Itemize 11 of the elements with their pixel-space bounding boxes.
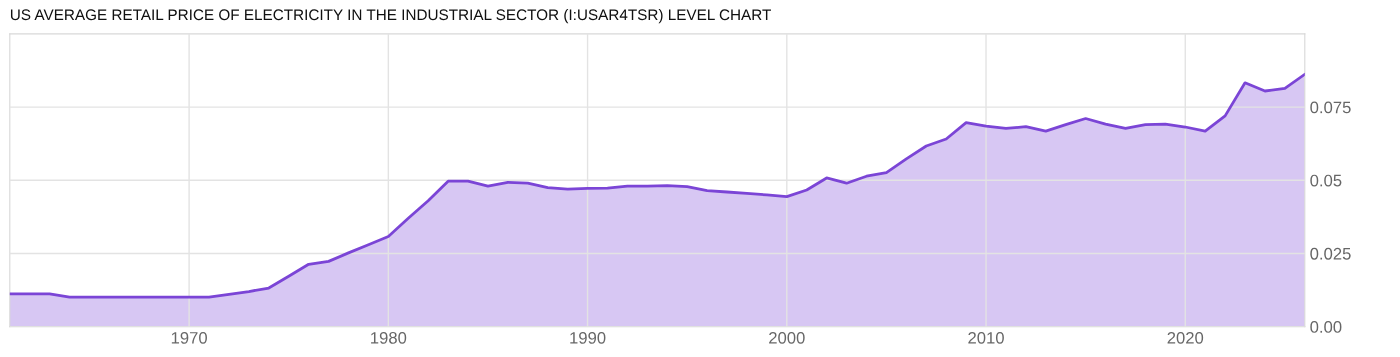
y-tick-label: 0.05 [1310, 174, 1342, 187]
x-tick-label: 2020 [1167, 331, 1204, 344]
y-tick-label: 0.075 [1310, 101, 1351, 114]
y-tick-label: 0.025 [1310, 247, 1351, 260]
x-tick-label: 1990 [570, 331, 606, 344]
x-tick-label: 1980 [371, 331, 407, 344]
x-tick-label: 2010 [968, 331, 1004, 344]
x-tick-label: 2000 [769, 331, 805, 344]
chart-title: US AVERAGE RETAIL PRICE OF ELECTRICITY IN THE INDUSTRIAL SECTOR (I:USAR4TSR) LEVEL CHART [10, 8, 771, 24]
x-tick-label: 1970 [171, 331, 207, 344]
y-tick-label: 0.00 [1310, 321, 1342, 333]
